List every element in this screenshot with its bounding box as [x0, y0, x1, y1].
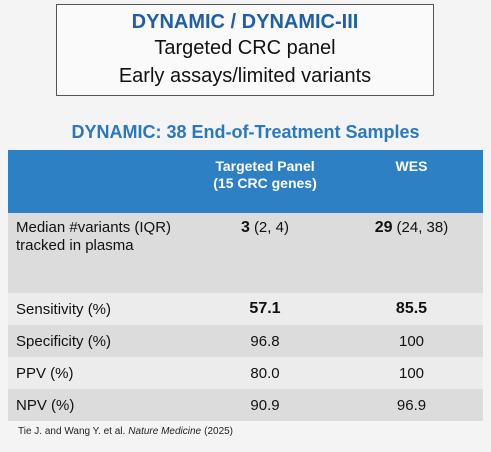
box-line: Early assays/limited variants	[118, 65, 372, 87]
citation: Tie J. and Wang Y. et al. Nature Medicine…	[18, 426, 233, 437]
value-cell: 96.9	[340, 389, 483, 421]
value-range: (24, 38)	[396, 219, 449, 236]
results-table: Targeted Panel (15 CRC genes) WES Median …	[8, 150, 483, 421]
value-cell: 100	[340, 357, 483, 389]
value-cell: 80.0	[190, 357, 340, 389]
citation-authors: Tie J. and Wang Y. et al.	[18, 426, 126, 437]
value-cell: 57.1	[190, 293, 340, 325]
value-text: 96.8	[250, 332, 280, 350]
value-cell: 3 (2, 4)	[190, 213, 340, 293]
table-row: Sensitivity (%) 57.1 85.5	[8, 293, 483, 325]
header-row: Targeted Panel (15 CRC genes) WES	[8, 150, 483, 213]
value-text: 80.0	[250, 364, 280, 382]
row-label: Specificity (%)	[8, 325, 190, 357]
citation-journal: Nature Medicine	[128, 426, 202, 437]
row-label: PPV (%)	[8, 357, 190, 389]
table-row: NPV (%) 90.9 96.9	[8, 389, 483, 421]
citation-year: (2025)	[204, 426, 234, 437]
header-text: WES	[395, 158, 428, 174]
row-label: NPV (%)	[8, 389, 190, 421]
value-cell: 90.9	[190, 389, 340, 421]
box-line: Targeted CRC panel	[154, 37, 336, 59]
value-bold: 57.1	[249, 300, 281, 317]
table-row: Specificity (%) 96.8 100	[8, 325, 483, 357]
value-text: 100	[398, 332, 425, 350]
value-cell: 96.8	[190, 325, 340, 357]
row-label: Median #variants (IQR) tracked in plasma	[8, 213, 190, 293]
header-cell: WES	[340, 150, 483, 213]
value-cell: 85.5	[340, 293, 483, 325]
value-range: (2, 4)	[253, 219, 289, 236]
table-row: PPV (%) 80.0 100	[8, 357, 483, 389]
header-text: Targeted Panel	[215, 158, 315, 174]
value-bold: 85.5	[395, 300, 428, 317]
value-cell: 100	[340, 325, 483, 357]
title-box: DYNAMIC / DYNAMIC-III Targeted CRC panel…	[56, 4, 434, 96]
value-text: 96.9	[396, 396, 427, 414]
row-label: Sensitivity (%)	[8, 293, 190, 325]
value-bold: 29	[374, 219, 393, 236]
table-row: Median #variants (IQR) tracked in plasma…	[8, 213, 483, 293]
value-cell: 29 (24, 38)	[340, 213, 483, 293]
value-text: 100	[398, 364, 425, 382]
header-text: (15 CRC genes)	[213, 175, 317, 191]
value-bold: 3	[241, 219, 250, 236]
header-cell: Targeted Panel (15 CRC genes)	[190, 150, 340, 213]
header-cell	[8, 150, 190, 213]
value-text: 90.9	[250, 396, 280, 414]
box-title: DYNAMIC / DYNAMIC-III	[131, 11, 359, 33]
table-title: DYNAMIC: 38 End-of-Treatment Samples	[71, 122, 420, 142]
